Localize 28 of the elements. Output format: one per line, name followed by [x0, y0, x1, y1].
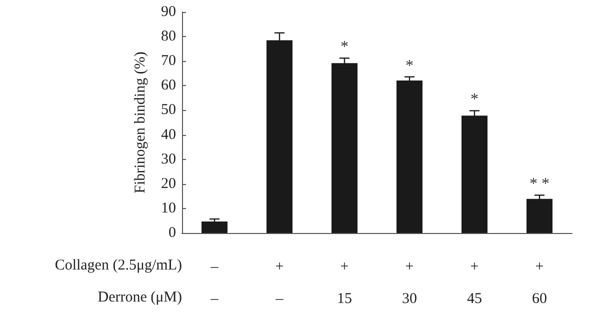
x-tick-label: + –	[274, 259, 284, 307]
y-tick-label: 10	[161, 200, 176, 216]
y-tick-label: 60	[161, 78, 176, 94]
x-tick-label: + 60	[532, 259, 547, 307]
x-tick-label: + 30	[402, 259, 417, 307]
bar	[202, 221, 228, 233]
text: Collagen (2.5μg/mL)	[54, 258, 182, 274]
y-tick-label: 70	[161, 53, 176, 70]
y-axis-title: Fibrinogen binding (%)	[132, 52, 148, 194]
y-tick-label: 0	[168, 225, 176, 241]
bar	[526, 198, 552, 233]
y-tick-label: 40	[161, 126, 176, 143]
bar	[332, 63, 358, 233]
x-tick-label: + 45	[467, 259, 482, 307]
bar	[462, 116, 488, 233]
y-tick-label: 50	[161, 102, 176, 118]
y-tick-label: 80	[161, 28, 176, 45]
data-label: *	[470, 91, 478, 108]
x-tick-label: + 15	[337, 259, 352, 307]
data-label: *	[340, 38, 348, 56]
x-tick-label: – –	[210, 259, 219, 307]
y-tick-label: 30	[161, 151, 176, 168]
bar	[396, 80, 422, 233]
text: Derrone (μM)	[98, 290, 182, 306]
data-label: *	[406, 57, 414, 74]
y-tick-label: 90	[161, 4, 176, 20]
data-label: * *	[530, 176, 550, 193]
y-tick-label: 20	[161, 176, 176, 192]
